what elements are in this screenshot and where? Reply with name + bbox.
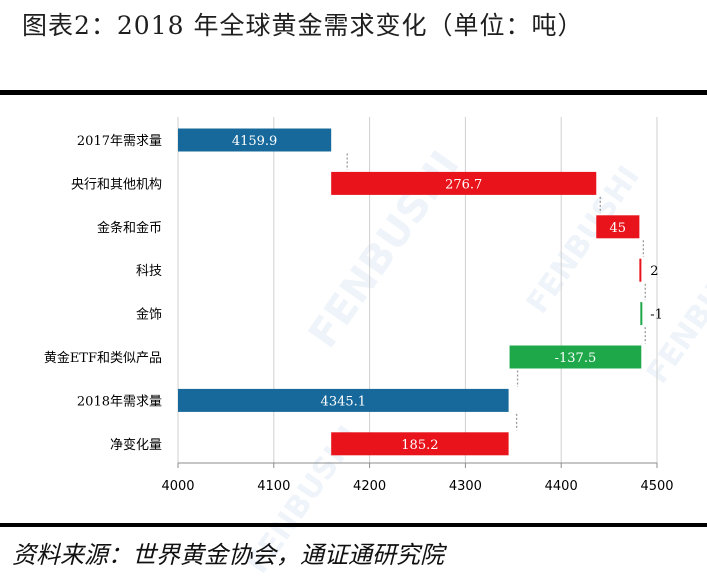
data-label: 276.7: [445, 177, 482, 192]
data-label: 185.2: [401, 438, 438, 453]
source-note: 资料来源：世界黄金协会，通证通研究院: [12, 541, 444, 569]
data-label: 4159.9: [232, 134, 278, 149]
category-label: 金条和金币: [97, 220, 162, 236]
category-label: 2018年需求量: [77, 394, 162, 409]
bar-total: [178, 388, 509, 412]
category-label: 金饰: [136, 307, 162, 323]
data-label: -137.5: [555, 351, 597, 366]
bar-increase: [639, 258, 642, 282]
category-label: 黄金ETF和类似产品: [44, 350, 162, 366]
bar-total: [178, 128, 332, 152]
x-tick-label: 4400: [545, 479, 578, 494]
bar-increase: [331, 171, 597, 195]
category-label: 2017年需求量: [77, 134, 162, 149]
bar-decrease: [509, 345, 642, 369]
bar-increase: [331, 432, 509, 456]
category-label: 央行和其他机构: [71, 177, 162, 192]
bar-decrease: [640, 302, 643, 326]
bottom-rule: [0, 523, 707, 527]
x-tick-label: 4300: [449, 479, 482, 494]
category-label: 科技: [136, 264, 162, 279]
x-tick-label: 4000: [161, 479, 194, 494]
data-label: 45: [610, 221, 627, 236]
top-rule: [0, 90, 707, 95]
page-title: 图表2：2018 年全球黄金需求变化（单位：吨）: [22, 11, 584, 40]
x-tick-label: 4500: [640, 479, 673, 494]
x-tick-label: 4200: [353, 479, 386, 494]
x-tick-label: 4100: [257, 479, 290, 494]
data-label: 4345.1: [321, 394, 367, 409]
data-label: -1: [650, 308, 663, 323]
bar-increase: [596, 215, 640, 239]
data-label: 2: [650, 264, 658, 279]
category-label: 净变化量: [110, 437, 162, 453]
